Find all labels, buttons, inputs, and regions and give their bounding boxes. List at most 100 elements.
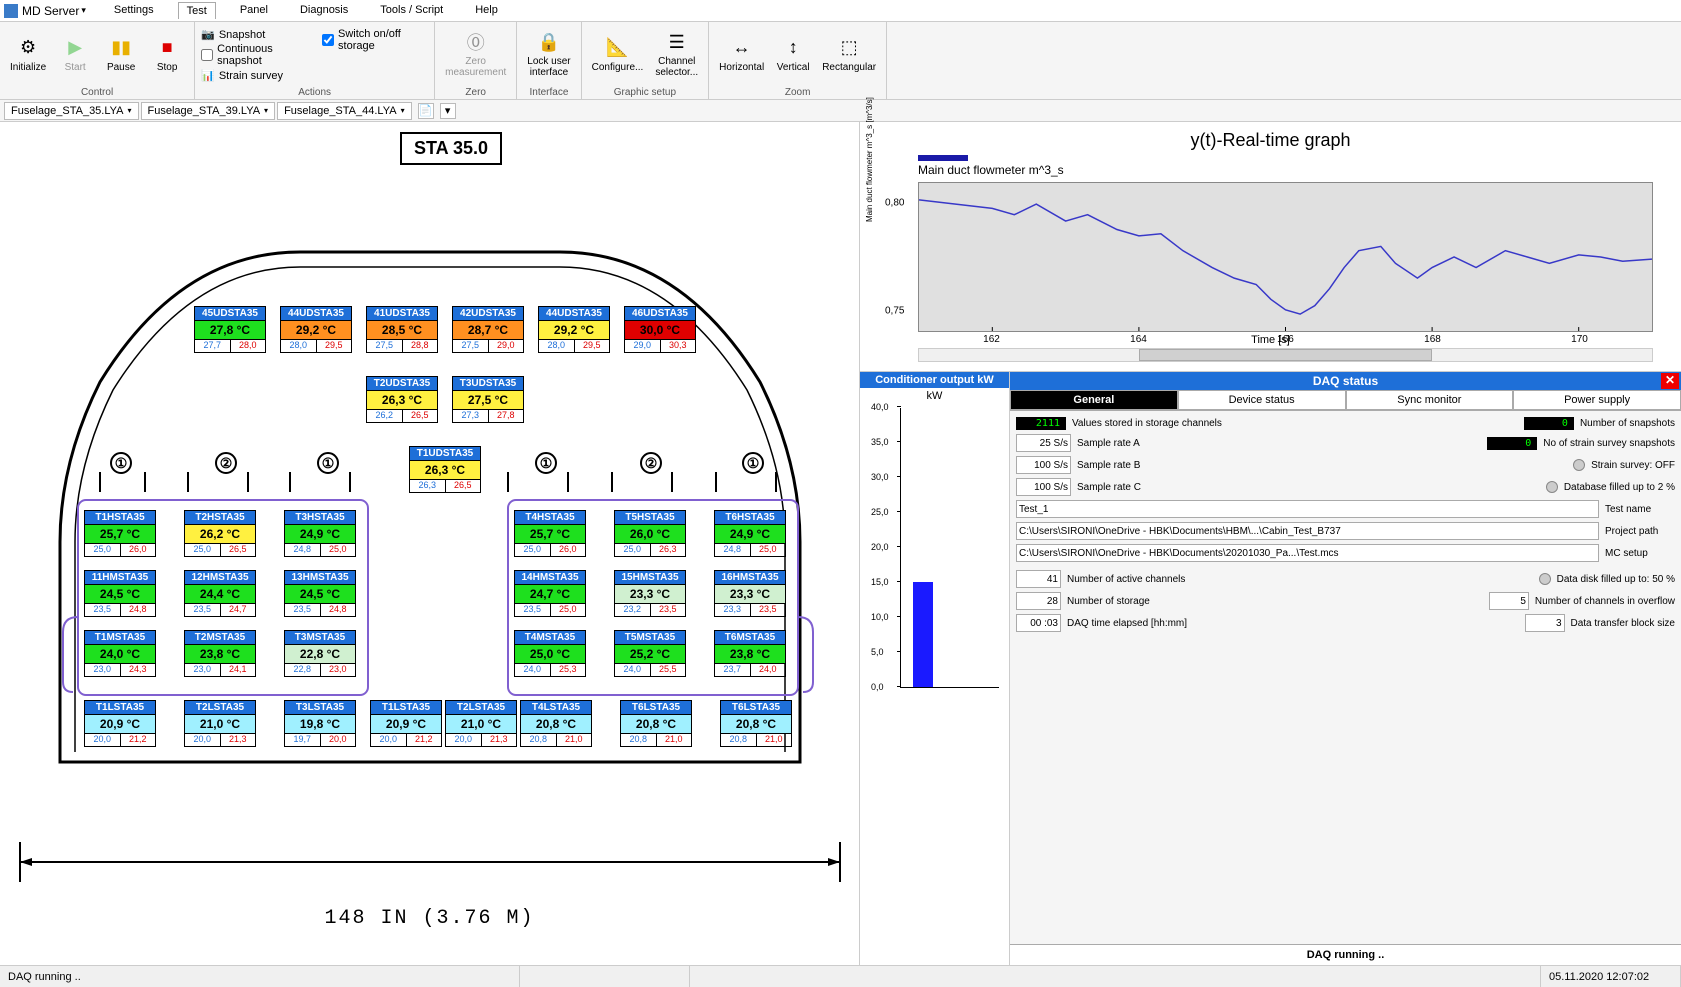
chart-scrollbar[interactable] — [918, 348, 1653, 362]
app-title-chevron[interactable]: ▾ — [81, 5, 86, 16]
initialize-button[interactable]: ⚙Initialize — [6, 34, 50, 75]
sensor-T3UDSTA35[interactable]: T3UDSTA35 27,5 °C 27,327,8 — [452, 376, 524, 423]
zero-measurement-button[interactable]: ⓪Zero measurement — [441, 28, 510, 80]
sensor-12HMSTA35[interactable]: 12HMSTA35 24,4 °C 23,524,7 — [184, 570, 256, 617]
rate-a-input[interactable] — [1016, 434, 1071, 452]
rate-c-input[interactable] — [1016, 478, 1071, 496]
menu-test[interactable]: Test — [178, 2, 216, 19]
daq-tab-general[interactable]: General — [1010, 390, 1178, 410]
overflow-input[interactable] — [1489, 592, 1529, 610]
doc-icon[interactable]: 📄 — [418, 103, 434, 119]
bar-ytick: 25,0 — [871, 507, 889, 517]
mc-setup-input[interactable] — [1016, 544, 1599, 562]
menu-diagnosis[interactable]: Diagnosis — [292, 2, 356, 19]
sensor-T1MSTA35[interactable]: T1MSTA35 24,0 °C 23,024,3 — [84, 630, 156, 677]
ribbon: ⚙Initialize ▶Start ▮▮Pause ■Stop Control… — [0, 22, 1681, 100]
sensor-lo: 20,0 — [371, 734, 407, 746]
sensor-T6MSTA35[interactable]: T6MSTA35 23,8 °C 23,724,0 — [714, 630, 786, 677]
stop-button[interactable]: ■Stop — [146, 34, 188, 75]
sensor-T4LSTA35[interactable]: T4LSTA35 20,8 °C 20,821,0 — [520, 700, 592, 747]
new-doc-button[interactable]: ▾ — [440, 103, 456, 119]
sensor-T4HSTA35[interactable]: T4HSTA35 25,7 °C 25,026,0 — [514, 510, 586, 557]
zoom-rectangular-button[interactable]: ⬚Rectangular — [818, 34, 880, 75]
chart-panel: y(t)-Real-time graph Main duct flowmeter… — [860, 122, 1681, 372]
configure-button[interactable]: 📐Configure... — [588, 34, 648, 75]
sensor-T1HSTA35[interactable]: T1HSTA35 25,7 °C 25,026,0 — [84, 510, 156, 557]
test-name-input[interactable] — [1016, 500, 1599, 518]
menu-tools-script[interactable]: Tools / Script — [372, 2, 451, 19]
sensor-hi: 27,8 — [489, 410, 524, 422]
rate-b-input[interactable] — [1016, 456, 1071, 474]
snapshot-button[interactable]: 📷Snapshot — [201, 28, 308, 41]
sensor-hi: 24,0 — [751, 664, 786, 676]
sensor-T1LSTA35[interactable]: T1LSTA35 20,9 °C 20,021,2 — [370, 700, 442, 747]
storage-input[interactable] — [1016, 592, 1061, 610]
daq-tab-sync-monitor[interactable]: Sync monitor — [1346, 390, 1514, 410]
chart-scroll-thumb[interactable] — [1139, 349, 1432, 361]
menu-settings[interactable]: Settings — [106, 2, 162, 19]
sensor-hi: 28,0 — [231, 340, 266, 352]
elapsed-input[interactable] — [1016, 614, 1061, 632]
chart-plot-area[interactable] — [918, 182, 1653, 332]
channel-selector-button[interactable]: ☰Channel selector... — [651, 28, 702, 80]
db-fill-led — [1546, 481, 1558, 493]
sensor-T5MSTA35[interactable]: T5MSTA35 25,2 °C 24,025,5 — [614, 630, 686, 677]
project-path-input[interactable] — [1016, 522, 1599, 540]
start-button[interactable]: ▶Start — [54, 34, 96, 75]
sensor-11HMSTA35[interactable]: 11HMSTA35 24,5 °C 23,524,8 — [84, 570, 156, 617]
sensor-T5HSTA35[interactable]: T5HSTA35 26,0 °C 25,026,3 — [614, 510, 686, 557]
sensor-T4MSTA35[interactable]: T4MSTA35 25,0 °C 24,025,3 — [514, 630, 586, 677]
sensor-T2LSTA35[interactable]: T2LSTA35 21,0 °C 20,021,3 — [445, 700, 517, 747]
sensor-42UDSTA35[interactable]: 42UDSTA35 28,7 °C 27,529,0 — [452, 306, 524, 353]
snapshots-label: Number of snapshots — [1580, 418, 1675, 429]
sensor-13HMSTA35[interactable]: 13HMSTA35 24,5 °C 23,524,8 — [284, 570, 356, 617]
sensor-T2MSTA35[interactable]: T2MSTA35 23,8 °C 23,024,1 — [184, 630, 256, 677]
sensor-value: 29,2 °C — [280, 321, 352, 340]
file-tab[interactable]: Fuselage_STA_44.LYA▾ — [277, 102, 412, 120]
pause-button[interactable]: ▮▮Pause — [100, 34, 142, 75]
file-tab[interactable]: Fuselage_STA_35.LYA▾ — [4, 102, 139, 120]
block-input[interactable] — [1525, 614, 1565, 632]
sensor-T3HSTA35[interactable]: T3HSTA35 24,9 °C 24,825,0 — [284, 510, 356, 557]
ribbon-group-zoom: ↔Horizontal ↕Vertical ⬚Rectangular Zoom — [709, 22, 887, 99]
close-icon[interactable]: ✕ — [1661, 373, 1679, 389]
section-number: ① — [317, 452, 339, 474]
sensor-T2HSTA35[interactable]: T2HSTA35 26,2 °C 25,026,5 — [184, 510, 256, 557]
bar-ytick: 10,0 — [871, 612, 889, 622]
continuous-snapshot-checkbox[interactable]: Continuous snapshot — [201, 43, 308, 67]
sensor-T6HSTA35[interactable]: T6HSTA35 24,9 °C 24,825,0 — [714, 510, 786, 557]
sensor-T1LSTA35[interactable]: T1LSTA35 20,9 °C 20,021,2 — [84, 700, 156, 747]
chart-legend-swatch — [918, 155, 968, 161]
daq-tab-power-supply[interactable]: Power supply — [1513, 390, 1681, 410]
sensor-14HMSTA35[interactable]: 14HMSTA35 24,7 °C 23,525,0 — [514, 570, 586, 617]
strain-survey-button[interactable]: 📊Strain survey — [201, 69, 308, 82]
sensor-44UDSTA35[interactable]: 44UDSTA35 29,2 °C 28,029,5 — [280, 306, 352, 353]
switch-storage-checkbox[interactable]: Switch on/off storage — [322, 28, 428, 52]
sensor-T1UDSTA35[interactable]: T1UDSTA35 26,3 °C 26,326,5 — [409, 446, 481, 493]
sensor-T6LSTA35[interactable]: T6LSTA35 20,8 °C 20,821,0 — [620, 700, 692, 747]
daq-tab-device-status[interactable]: Device status — [1178, 390, 1346, 410]
zoom-vertical-button[interactable]: ↕Vertical — [772, 34, 814, 75]
sensor-T3MSTA35[interactable]: T3MSTA35 22,8 °C 22,823,0 — [284, 630, 356, 677]
sensor-T3LSTA35[interactable]: T3LSTA35 19,8 °C 19,720,0 — [284, 700, 356, 747]
menu-panel[interactable]: Panel — [232, 2, 276, 19]
active-channels-input[interactable] — [1016, 570, 1061, 588]
sensor-T6LSTA35[interactable]: T6LSTA35 20,8 °C 20,821,0 — [720, 700, 792, 747]
lock-interface-button[interactable]: 🔒Lock user interface — [523, 28, 574, 80]
sensor-41UDSTA35[interactable]: 41UDSTA35 28,5 °C 27,528,8 — [366, 306, 438, 353]
sensor-15HMSTA35[interactable]: 15HMSTA35 23,3 °C 23,223,5 — [614, 570, 686, 617]
sensor-16HMSTA35[interactable]: 16HMSTA35 23,3 °C 23,323,5 — [714, 570, 786, 617]
sensor-46UDSTA35[interactable]: 46UDSTA35 30,0 °C 29,030,3 — [624, 306, 696, 353]
sensor-T2LSTA35[interactable]: T2LSTA35 21,0 °C 20,021,3 — [184, 700, 256, 747]
sensor-44UDSTA35[interactable]: 44UDSTA35 29,2 °C 28,029,5 — [538, 306, 610, 353]
sensor-value: 30,0 °C — [624, 321, 696, 340]
chart-xtick: 170 — [1571, 334, 1588, 345]
sensor-id: T2HSTA35 — [184, 510, 256, 525]
menu-help[interactable]: Help — [467, 2, 506, 19]
sensor-45UDSTA35[interactable]: 45UDSTA35 27,8 °C 27,728,0 — [194, 306, 266, 353]
zoom-horizontal-button[interactable]: ↔Horizontal — [715, 34, 768, 75]
sensor-id: T5MSTA35 — [614, 630, 686, 645]
sensor-T2UDSTA35[interactable]: T2UDSTA35 26,3 °C 26,226,5 — [366, 376, 438, 423]
file-tab[interactable]: Fuselage_STA_39.LYA▾ — [141, 102, 276, 120]
app-icon — [4, 4, 18, 18]
